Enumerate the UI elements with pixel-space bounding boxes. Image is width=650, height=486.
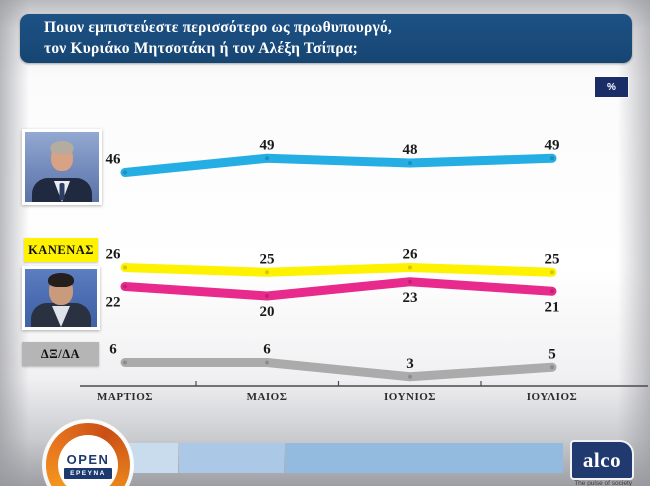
data-point-kanenas	[265, 270, 269, 275]
data-point-mitsotakis	[123, 170, 127, 175]
x-axis-label: ΜΑΙΟΣ	[247, 391, 288, 403]
series-line-mitsotakis	[120, 153, 557, 177]
title-line-2: τον Κυριάκο Μητσοτάκη ή τον Αλέξη Τσίπρα…	[44, 39, 359, 57]
alco-tagline: The pulse of society	[574, 480, 632, 486]
value-label-kanenas: 26	[106, 247, 122, 263]
tsipras-photo	[22, 266, 100, 330]
open-ereyna-logo: OPEN ΕΡΕΥΝΑ	[46, 423, 130, 486]
data-point-dxda	[123, 360, 127, 365]
value-label-mitsotakis: 48	[403, 142, 418, 158]
portrait-tie	[59, 183, 65, 200]
data-point-mitsotakis	[550, 156, 554, 161]
value-label-tsipras: 21	[545, 299, 560, 315]
data-point-dxda	[550, 365, 554, 370]
footer-bar-segment-2	[179, 443, 284, 473]
data-point-mitsotakis	[265, 156, 269, 161]
open-logo-subtitle: ΕΡΕΥΝΑ	[64, 468, 112, 479]
data-point-tsipras	[123, 284, 127, 289]
data-point-kanenas	[123, 265, 127, 270]
value-label-dxda: 6	[109, 342, 117, 358]
series-line-kanenas	[120, 263, 557, 277]
alco-logo: alco	[572, 442, 632, 478]
portrait-hair	[48, 273, 74, 287]
x-axis-label: ΙΟΥΝΙΟΣ	[384, 391, 436, 403]
value-label-kanenas: 25	[545, 251, 560, 267]
x-axis-label: ΙΟΥΛΙΟΣ	[527, 391, 577, 403]
data-point-tsipras	[550, 289, 554, 294]
value-label-mitsotakis: 46	[106, 152, 122, 168]
portrait-background	[25, 269, 97, 327]
data-point-dxda	[408, 374, 412, 379]
series-line-dxda	[120, 358, 557, 382]
value-label-tsipras: 23	[403, 290, 418, 306]
data-point-tsipras	[265, 294, 269, 298]
value-label-dxda: 5	[548, 346, 556, 362]
value-label-dxda: 3	[406, 356, 414, 372]
legend-none-label: ΚΑΝΕΝΑΣ	[24, 238, 98, 262]
data-point-kanenas	[550, 270, 554, 275]
title-banner: Ποιον εμπιστεύεστε περισσότερο ως πρωθυπ…	[20, 14, 632, 63]
legend-dk-na-label: ΔΞ/ΔΑ	[22, 342, 99, 366]
series-line-tsipras	[120, 277, 557, 301]
data-point-tsipras	[408, 279, 412, 284]
value-label-tsipras: 22	[106, 295, 121, 311]
data-point-mitsotakis	[408, 161, 412, 165]
percent-unit-badge: %	[595, 77, 628, 97]
mitsotakis-photo	[22, 129, 102, 205]
title-line-1: Ποιον εμπιστεύεστε περισσότερο ως πρωθυπ…	[44, 19, 392, 37]
value-label-kanenas: 25	[260, 251, 275, 267]
portrait-background	[25, 132, 99, 202]
footer-bar-segment-3	[285, 443, 563, 473]
x-axis-label: ΜΑΡΤΙΟΣ	[97, 391, 153, 403]
value-label-kanenas: 26	[403, 247, 419, 263]
value-label-mitsotakis: 49	[260, 137, 275, 153]
value-label-tsipras: 20	[260, 304, 275, 320]
value-label-mitsotakis: 49	[545, 137, 560, 153]
portrait-hair	[50, 141, 74, 154]
value-label-dxda: 6	[263, 342, 271, 358]
data-point-dxda	[265, 360, 269, 365]
data-point-kanenas	[408, 265, 412, 270]
open-logo-wordmark: OPEN	[66, 452, 110, 467]
